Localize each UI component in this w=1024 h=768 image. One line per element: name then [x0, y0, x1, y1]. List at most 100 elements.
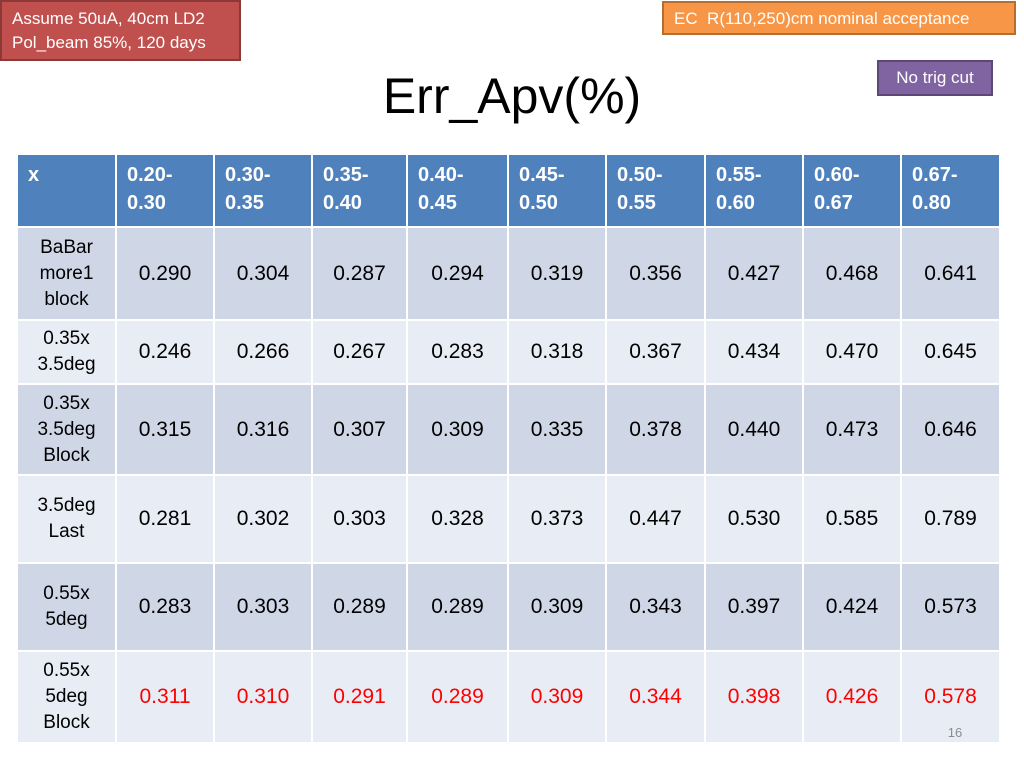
header-x-bin: 0.35- 0.40: [311, 153, 408, 228]
trigger-note: No trig cut: [877, 60, 993, 96]
table-cell: 0.573: [900, 562, 1001, 652]
table-cell: 0.267: [311, 319, 408, 385]
page-number: 16: [947, 725, 963, 740]
table-cell: 0.291: [311, 650, 408, 744]
table-cell: 0.303: [311, 474, 408, 564]
header-text-line: 0.40-: [418, 164, 464, 186]
header-text-line: 0.80: [912, 192, 951, 214]
table-cell: 0.378: [605, 383, 706, 476]
table-cell: 0.319: [507, 226, 607, 321]
table-cell: 0.289: [406, 650, 509, 744]
row-label-line: 3.5deg: [37, 418, 96, 440]
header-x-bin: 0.50- 0.55: [605, 153, 706, 228]
table-row: 0.35x 3.5deg 0.246 0.266 0.267 0.283 0.318 0.36…: [16, 319, 1001, 385]
table-cell: 0.373: [507, 474, 607, 564]
header-x-bin: 0.55- 0.60: [704, 153, 804, 228]
table-cell: 0.426: [802, 650, 902, 744]
row-label-line: 0.55x: [43, 660, 90, 681]
header-text-line: 0.50: [519, 192, 558, 214]
row-label: 0.55x 5deg Block: [16, 650, 117, 744]
row-label: BaBar more1 block: [16, 226, 117, 321]
header-x: x: [16, 153, 117, 228]
header-x-bin: 0.45- 0.50: [507, 153, 607, 228]
table-cell: 0.397: [704, 562, 804, 652]
row-label-line: block: [44, 288, 89, 310]
table-cell: 0.585: [802, 474, 902, 564]
table-cell: 0.328: [406, 474, 509, 564]
row-label: 0.35x 3.5deg Block: [16, 383, 117, 476]
table-cell: 0.367: [605, 319, 706, 385]
header-text-line: 0.45-: [519, 164, 565, 186]
header-text-line: 0.67: [814, 192, 853, 214]
table-cell: 0.302: [213, 474, 313, 564]
table-cell: 0.427: [704, 226, 804, 321]
row-label: 3.5deg Last: [16, 474, 117, 564]
table-row: BaBar more1 block 0.290 0.304 0.287 0.294 0.319…: [16, 226, 1001, 321]
row-label-line: 3.5deg: [37, 495, 96, 516]
table-cell: 0.645: [900, 319, 1001, 385]
header-text-line: 0.55: [617, 192, 656, 214]
header-x-bin: 0.67- 0.80: [900, 153, 1001, 228]
error-table: x 0.20- 0.30 0.30- 0.35 0.35- 0.40 0.40- 0.45 0.4…: [16, 153, 1001, 744]
header-text-line: 0.30: [127, 192, 166, 214]
header-x-bin: 0.40- 0.45: [406, 153, 509, 228]
table-cell: 0.356: [605, 226, 706, 321]
table-cell: 0.290: [115, 226, 215, 321]
table-cell: 0.304: [213, 226, 313, 321]
table-cell: 0.473: [802, 383, 902, 476]
table-row: 0.55x 5deg Block 0.311 0.310 0.291 0.289 0.309 0…: [16, 650, 1001, 744]
header-text-line: x: [28, 164, 40, 186]
table-cell: 0.398: [704, 650, 804, 744]
table-cell: 0.434: [704, 319, 804, 385]
header-text-line: 0.60-: [814, 164, 860, 186]
header-text-line: 0.35-: [323, 164, 369, 186]
row-label: 0.55x 5deg: [16, 562, 117, 652]
table-cell: 0.315: [115, 383, 215, 476]
table-cell: 0.281: [115, 474, 215, 564]
table-cell: 0.309: [406, 383, 509, 476]
table-cell: 0.641: [900, 226, 1001, 321]
table-cell: 0.311: [115, 650, 215, 744]
row-label-line: 0.55x: [43, 583, 90, 604]
row-label-line: 0.35x: [43, 392, 90, 414]
acceptance-note: EC R(110,250)cm nominal acceptance: [662, 1, 1016, 35]
table-cell: 0.578: [900, 650, 1001, 744]
header-text-line: 0.55-: [716, 164, 762, 186]
table-header-row: x 0.20- 0.30 0.30- 0.35 0.35- 0.40 0.40- 0.45 0.4…: [16, 153, 1001, 228]
table-cell: 0.789: [900, 474, 1001, 564]
table-row: 0.55x 5deg 0.283 0.303 0.289 0.289 0.309 0.343 0…: [16, 562, 1001, 652]
table-cell: 0.470: [802, 319, 902, 385]
assumptions-line-1: Assume 50uA, 40cm LD2: [12, 9, 205, 28]
table-cell: 0.646: [900, 383, 1001, 476]
header-text-line: 0.50-: [617, 164, 663, 186]
table-cell: 0.440: [704, 383, 804, 476]
row-label-line: more1: [39, 262, 94, 284]
table-cell: 0.310: [213, 650, 313, 744]
table-cell: 0.266: [213, 319, 313, 385]
header-text-line: 0.30-: [225, 164, 271, 186]
table-cell: 0.335: [507, 383, 607, 476]
header-text-line: 0.35: [225, 192, 264, 214]
row-label-line: 5deg: [45, 609, 88, 630]
header-x-bin: 0.20- 0.30: [115, 153, 215, 228]
page-title: Err_Apv(%): [382, 68, 642, 124]
row-label-line: 5deg: [45, 686, 88, 707]
header-text-line: 0.40: [323, 192, 362, 214]
header-text-line: 0.20-: [127, 164, 173, 186]
table-cell: 0.283: [115, 562, 215, 652]
table-cell: 0.318: [507, 319, 607, 385]
table-cell: 0.468: [802, 226, 902, 321]
table-cell: 0.309: [507, 650, 607, 744]
row-label-line: Block: [43, 712, 90, 733]
assumptions-line-2: Pol_beam 85%, 120 days: [12, 33, 206, 52]
table-cell: 0.447: [605, 474, 706, 564]
table-cell: 0.303: [213, 562, 313, 652]
row-label-line: Block: [43, 444, 90, 466]
table-cell: 0.289: [311, 562, 408, 652]
row-label-line: 3.5deg: [37, 354, 96, 375]
assumptions-note: Assume 50uA, 40cm LD2 Pol_beam 85%, 120 …: [0, 0, 241, 61]
header-text-line: 0.67-: [912, 164, 958, 186]
row-label: 0.35x 3.5deg: [16, 319, 117, 385]
table-cell: 0.246: [115, 319, 215, 385]
table-cell: 0.283: [406, 319, 509, 385]
